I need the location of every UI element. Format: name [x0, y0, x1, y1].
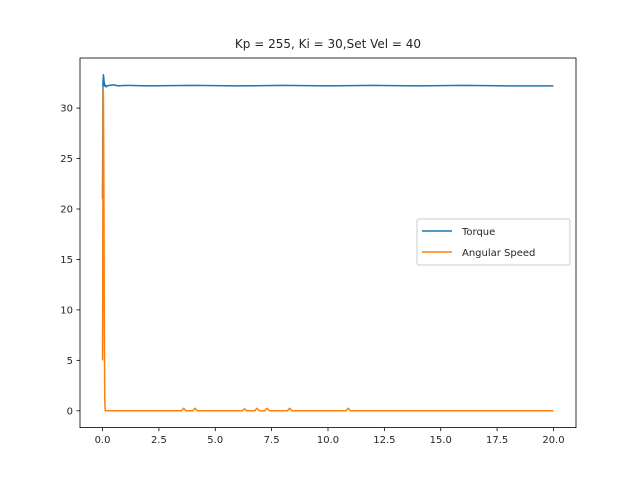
y-tick-label: 15 — [60, 255, 73, 266]
legend-box — [416, 218, 571, 266]
y-tick-label: 20 — [60, 204, 73, 215]
series-line-torque — [101, 74, 554, 199]
y-tick-label: 30 — [60, 104, 73, 115]
chart-title: Kp = 255, Ki = 30,Set Vel = 40 — [235, 37, 421, 51]
legend: Torque Angular Speed — [416, 218, 571, 266]
x-tick-label: 12.5 — [373, 435, 395, 446]
x-tick-label: 2.5 — [151, 435, 167, 446]
legend-label-torque: Torque — [461, 227, 495, 238]
y-tick-label: 25 — [60, 154, 73, 165]
y-tick-label: 10 — [60, 305, 73, 316]
x-tick-label: 20.0 — [542, 435, 564, 446]
legend-label-angular-speed: Angular Speed — [462, 248, 535, 259]
x-tick-label: 5.0 — [207, 435, 223, 446]
x-tick-label: 0.0 — [95, 435, 111, 446]
y-tick-label: 0 — [67, 406, 73, 417]
x-tick-label: 7.5 — [264, 435, 280, 446]
series-line-angular-speed — [101, 87, 554, 412]
y-tick-label: 5 — [67, 356, 73, 367]
x-tick-label: 10.0 — [317, 435, 339, 446]
plot-area — [101, 74, 554, 412]
x-tick-label: 17.5 — [486, 435, 508, 446]
x-tick-label: 15.0 — [430, 435, 452, 446]
